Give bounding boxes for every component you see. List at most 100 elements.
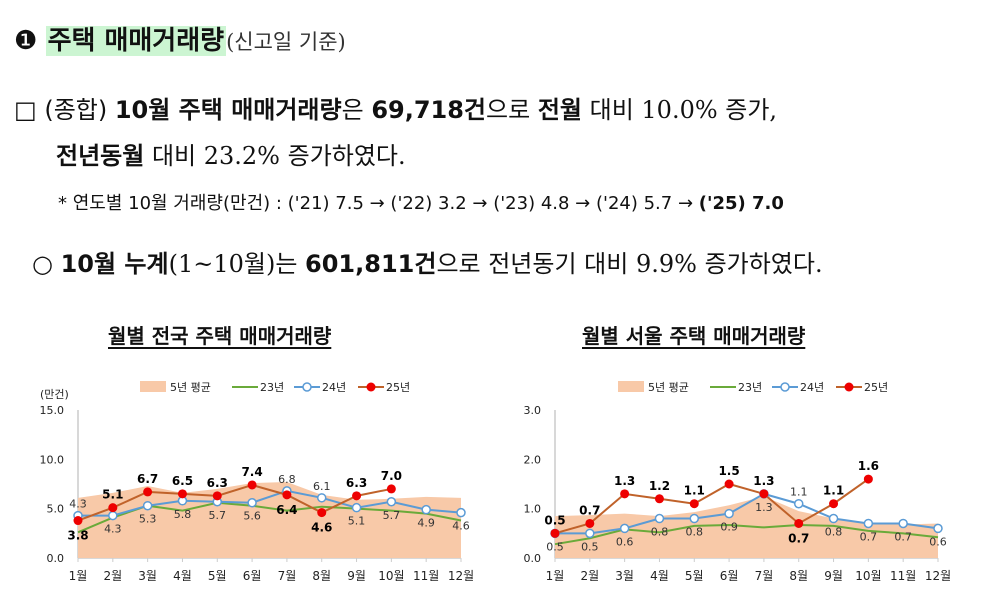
y-tick-label: 1.0: [524, 503, 542, 516]
point-24: [724, 508, 734, 519]
legend-label: 24년: [322, 381, 346, 394]
x-tick-label: 10월: [378, 569, 404, 583]
y-tick-label: 3.0: [524, 404, 542, 417]
point-25: [282, 490, 292, 500]
point-25: [212, 491, 222, 501]
x-tick-label: 2월: [103, 569, 122, 583]
data-label-25: 1.3: [753, 474, 774, 488]
data-label-24: 6.1: [313, 480, 331, 493]
text-bold: 69,718건: [371, 96, 487, 124]
legend-label: 23년: [260, 381, 284, 394]
point-25: [386, 484, 396, 494]
x-tick-label: 11월: [890, 569, 916, 583]
point-24: [142, 500, 153, 511]
point-25: [73, 516, 83, 526]
note-text-bold: ('25) 7.0: [698, 193, 784, 214]
data-label-25: 4.6: [311, 521, 332, 535]
section-heading: ❶ 주택 매매거래량(신고일 기준): [14, 20, 346, 57]
square-bullet-icon: □: [14, 96, 37, 124]
point-24: [828, 513, 839, 524]
point-24: [689, 513, 700, 524]
legend-swatch-5yr-avg: [618, 381, 644, 392]
data-label-25: 6.5: [172, 474, 193, 488]
data-label-24: 6.8: [278, 473, 296, 486]
point-24: [933, 523, 943, 534]
x-tick-label: 1월: [546, 569, 565, 583]
text-bold: 전년동월: [56, 142, 145, 170]
point-25: [863, 474, 873, 484]
point-25: [108, 503, 118, 513]
point-24: [351, 502, 362, 513]
point-25: [620, 489, 630, 499]
point-25: [724, 479, 734, 489]
data-label-24: 0.5: [546, 540, 564, 553]
x-tick-label: 6월: [720, 569, 739, 583]
data-label-25: 0.5: [544, 513, 565, 527]
chart-1: [550, 381, 943, 562]
y-tick-label: 5.0: [47, 503, 65, 516]
data-label-24: 4.3: [69, 498, 87, 511]
point-24: [863, 518, 874, 529]
legend-label: 25년: [386, 381, 410, 394]
section-subtitle: (신고일 기준): [226, 30, 346, 54]
x-tick-label: 7월: [278, 569, 297, 583]
data-label-24: 0.7: [894, 530, 912, 543]
x-tick-label: 1월: [69, 569, 88, 583]
legend-marker-25: [844, 382, 854, 392]
data-label-25: 0.7: [788, 531, 809, 545]
x-tick-label: 12월: [925, 569, 951, 583]
data-label-24: 4.3: [104, 523, 122, 536]
text: 으로: [486, 96, 538, 124]
text-bold: 601,811건: [305, 250, 437, 278]
x-tick-label: 4월: [173, 569, 192, 583]
point-24: [386, 497, 397, 507]
data-label-24: 1.1: [790, 486, 808, 499]
data-label-25: 1.1: [684, 484, 705, 498]
y-tick-label: 15.0: [40, 404, 65, 417]
point-25: [654, 494, 664, 504]
data-label-25: 7.0: [381, 469, 402, 483]
point-24: [898, 518, 908, 529]
x-tick-label: 8월: [789, 569, 808, 583]
data-label-25: 1.1: [823, 484, 844, 498]
text: 은: [341, 96, 372, 124]
yearly-note: * 연도별 10월 거래량(만건) : ('21) 7.5 → ('22) 3.…: [58, 189, 784, 215]
data-label-24: 5.7: [209, 509, 227, 522]
data-label-24: 4.6: [452, 520, 470, 533]
data-label-24: 0.8: [825, 526, 843, 539]
number-one-icon: ❶: [14, 26, 38, 56]
x-tick-label: 4월: [650, 569, 669, 583]
data-label-24: 0.9: [720, 521, 738, 534]
data-label-25: 1.3: [614, 474, 635, 488]
legend-marker-24: [302, 382, 312, 392]
x-tick-label: 3월: [615, 569, 634, 583]
point-24: [108, 510, 118, 521]
data-label-24: 5.1: [348, 515, 366, 528]
data-label-24: 0.8: [686, 526, 704, 539]
legend-marker-25: [366, 382, 376, 392]
point-25: [177, 489, 187, 499]
data-label-25: 3.8: [67, 529, 88, 543]
point-24: [793, 498, 804, 509]
x-tick-label: 6월: [243, 569, 262, 583]
circle-bullet-icon: ○: [32, 250, 53, 278]
x-tick-label: 12월: [448, 569, 474, 583]
point-25: [585, 518, 595, 528]
point-25: [829, 499, 839, 509]
legend-swatch-5yr-avg: [140, 381, 166, 392]
data-label-24: 5.6: [243, 510, 261, 523]
text: (종합): [44, 96, 115, 124]
point-25: [794, 518, 804, 528]
data-label-25: 1.6: [858, 459, 879, 473]
point-25: [317, 508, 327, 518]
point-24: [247, 497, 257, 508]
cumulative-line: ○ 10월 누계(1~10월)는 601,811건으로 전년동기 대비 9.9%…: [32, 244, 823, 279]
series-line-24: [78, 489, 462, 517]
data-label-24: 0.7: [860, 530, 878, 543]
point-25: [689, 499, 699, 509]
text: 대비 23.2% 증가하였다.: [144, 142, 406, 170]
legend-label: 23년: [738, 381, 762, 394]
legend-label: 5년 평균: [170, 381, 211, 394]
x-tick-label: 9월: [824, 569, 843, 583]
